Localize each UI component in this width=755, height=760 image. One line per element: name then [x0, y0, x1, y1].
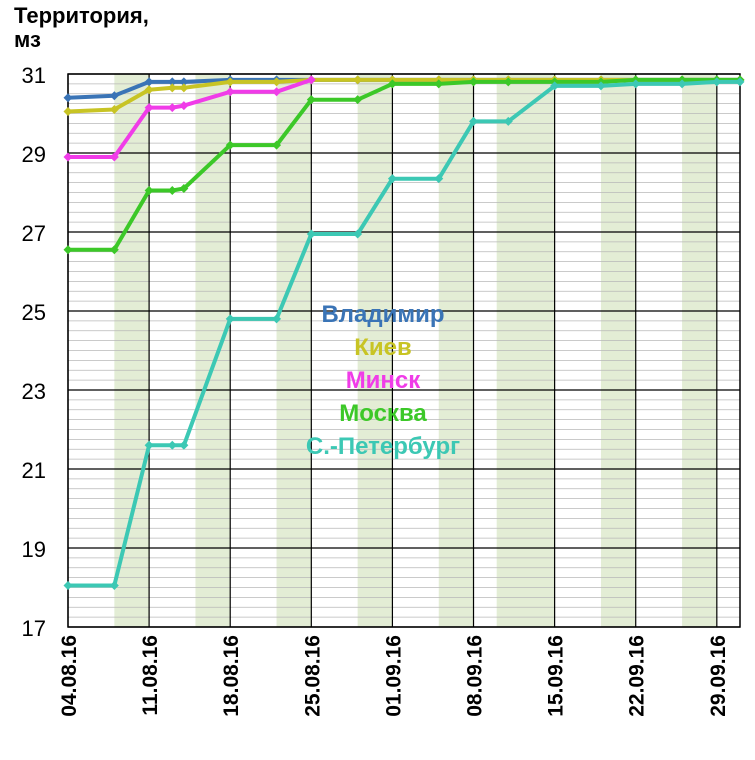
x-tick-label-18.08.16: 18.08.16 [220, 635, 243, 717]
legend-entry-4: С.-Петербург [306, 433, 460, 460]
series-4-point-0 [63, 581, 73, 591]
series-4-point-4 [179, 440, 189, 450]
series-1-point-6 [272, 77, 282, 87]
series-4-point-16 [677, 79, 687, 89]
series-line-2 [68, 78, 312, 159]
series-2-point-1 [109, 152, 119, 162]
y-tick-label-25: 25 [22, 300, 46, 325]
series-4-point-15 [631, 79, 641, 89]
series-3-point-5 [225, 140, 235, 150]
series-4-point-17 [712, 77, 722, 87]
series-4-point-9 [387, 174, 397, 184]
series-1-point-8 [353, 75, 363, 85]
series-1-point-1 [109, 105, 119, 115]
series-4-point-5 [225, 314, 235, 324]
series-2-point-3 [167, 103, 177, 113]
series-1-point-4 [179, 83, 189, 93]
series-1-point-0 [63, 107, 73, 117]
series-4-point-1 [109, 581, 119, 591]
series-1-point-5 [225, 77, 235, 87]
series-2-point-5 [225, 87, 235, 97]
series-3-point-2 [144, 186, 154, 196]
series-3-point-4 [179, 184, 189, 194]
series-0-point-0 [63, 93, 73, 103]
series-line-3 [68, 77, 740, 252]
series-4-point-2 [144, 440, 154, 450]
x-tick-label-22.09.16: 22.09.16 [626, 635, 649, 717]
series-3-point-9 [387, 79, 397, 89]
legend-entry-0: Владимир [321, 301, 444, 328]
series-4-point-7 [306, 229, 316, 239]
plot-border [67, 73, 741, 628]
series-0-point-4 [179, 77, 189, 87]
series-0-point-3 [167, 77, 177, 87]
series-2-point-4 [179, 101, 189, 111]
x-tick-label-04.08.16: 04.08.16 [58, 635, 81, 717]
series-2-point-0 [63, 152, 73, 162]
series-1-point-3 [167, 83, 177, 93]
series-4-point-10 [434, 174, 444, 184]
series-4-point-6 [272, 314, 282, 324]
legend-entry-3: Москва [339, 400, 427, 427]
series-0-point-1 [109, 91, 119, 101]
series-4-point-14 [596, 81, 606, 91]
y-axis-title: Территория, мз [14, 3, 149, 52]
series-3-point-10 [434, 79, 444, 89]
series-4-point-11 [469, 116, 479, 126]
x-tick-label-15.09.16: 15.09.16 [545, 635, 568, 717]
series-3-point-12 [503, 77, 513, 87]
y-tick-label-23: 23 [22, 379, 46, 404]
series-3-point-0 [63, 245, 73, 255]
x-tick-label-01.09.16: 01.09.16 [382, 635, 405, 717]
x-tick-label-25.08.16: 25.08.16 [301, 635, 324, 717]
series-3-point-8 [353, 95, 363, 105]
y-tick-label-21: 21 [22, 458, 46, 483]
series-2-point-6 [272, 87, 282, 97]
series-1-point-2 [144, 85, 154, 95]
series-4-point-8 [353, 229, 363, 239]
series-2-point-7 [306, 75, 316, 85]
series-2-point-2 [144, 103, 154, 113]
series-4-point-12 [503, 116, 513, 126]
series-3-point-1 [109, 245, 119, 255]
y-tick-label-19: 19 [22, 537, 46, 562]
series-3-point-3 [167, 186, 177, 196]
series-4-point-13 [550, 81, 560, 91]
x-tick-label-08.09.16: 08.09.16 [464, 635, 487, 717]
y-tick-label-27: 27 [22, 221, 46, 246]
series-3-point-6 [272, 140, 282, 150]
x-tick-label-11.08.16: 11.08.16 [139, 635, 162, 716]
x-tick-label-29.09.16: 29.09.16 [707, 635, 730, 717]
y-tick-label-31: 31 [22, 63, 46, 88]
series-0-point-2 [144, 77, 154, 87]
series-3-point-11 [469, 77, 479, 87]
y-tick-label-29: 29 [22, 142, 46, 167]
series-3-point-7 [306, 95, 316, 105]
y-tick-label-17: 17 [22, 616, 46, 641]
legend-entry-1: Киев [354, 334, 412, 361]
legend-entry-2: Минск [346, 367, 422, 394]
series-4-point-18 [735, 77, 745, 87]
series-4-point-3 [167, 440, 177, 450]
